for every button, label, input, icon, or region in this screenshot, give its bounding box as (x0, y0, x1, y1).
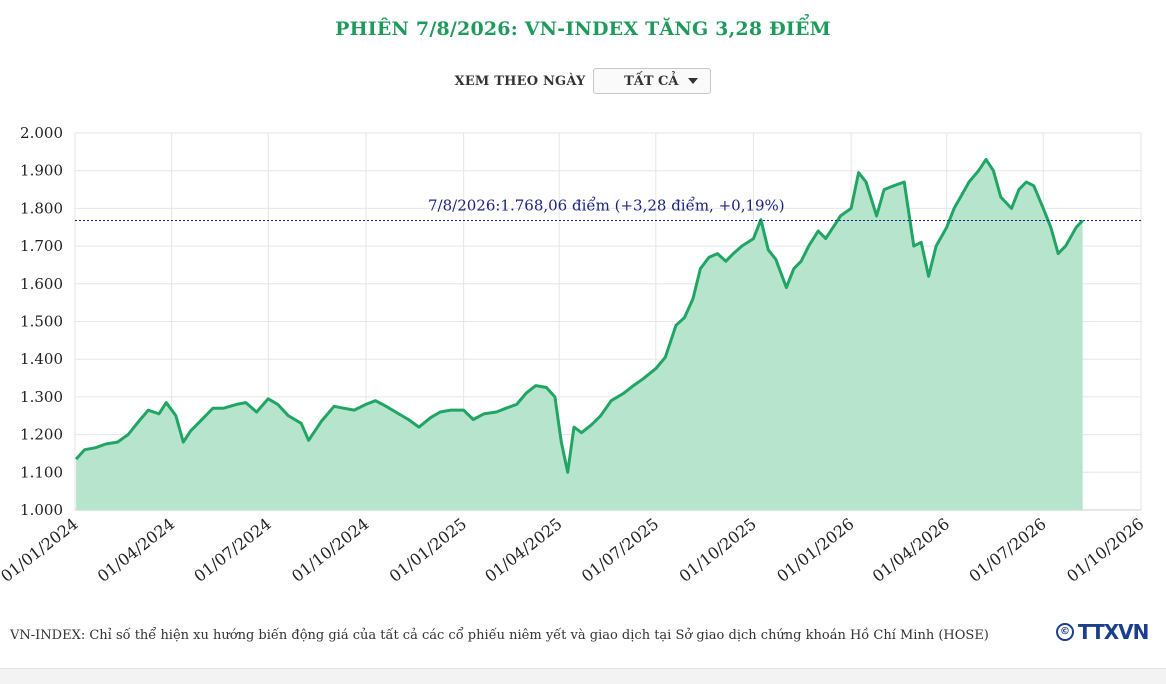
filter-label: XEM THEO NGÀY (454, 73, 586, 89)
date-range-select[interactable]: TẤT CẢ (593, 68, 712, 94)
y-tick-label: 1.200 (20, 426, 63, 444)
y-tick-label: 1.600 (20, 275, 63, 293)
x-tick-label: 01/10/2025 (676, 514, 760, 586)
x-tick-label: 01/10/2024 (288, 514, 372, 586)
chart-title: PHIÊN 7/8/2026: VN-INDEX TĂNG 3,28 ĐIỂM (335, 18, 831, 40)
x-tick-label: 01/07/2024 (190, 514, 274, 586)
x-tick-label: 01/01/2025 (386, 514, 470, 586)
y-tick-label: 1.300 (20, 388, 63, 406)
x-tick-label: 01/10/2026 (1063, 514, 1147, 586)
y-tick-label: 1.800 (20, 199, 63, 217)
y-tick-label: 1.400 (20, 350, 63, 368)
x-axis-ticks: 01/01/2024 01/04/2024 01/07/2024 01/10/2024… (0, 514, 1147, 586)
y-axis-ticks: 1.000 1.100 1.200 1.300 1.400 1.500 1.600 1.700… (20, 124, 63, 519)
current-value-annotation: 7/8/2026:1.768,06 điểm (+3,28 điểm, +0,1… (428, 196, 785, 214)
bottom-bar (0, 668, 1166, 684)
x-tick-label: 01/01/2024 (0, 514, 81, 586)
date-range-selected-value: TẤT CẢ (624, 73, 679, 89)
x-tick-label: 01/04/2026 (869, 514, 953, 586)
x-tick-label: 01/07/2026 (965, 514, 1049, 586)
index-area-fill (76, 159, 1083, 510)
copyright-icon: © (1056, 623, 1074, 641)
index-line (74, 157, 1084, 474)
y-tick-label: 1.700 (20, 237, 63, 255)
date-filter: XEM THEO NGÀY TẤT CẢ (0, 68, 1166, 94)
ttxvn-logo: © TTXVN (1056, 620, 1149, 644)
x-tick-label: 01/04/2025 (481, 514, 565, 586)
y-tick-label: 1.100 (20, 463, 63, 481)
y-tick-label: 1.000 (20, 501, 63, 519)
x-tick-label: 01/01/2026 (773, 514, 857, 586)
y-tick-label: 2.000 (20, 124, 63, 142)
x-tick-label: 01/07/2025 (578, 514, 662, 586)
footer-note: VN-INDEX: Chỉ số thể hiện xu hướng biến … (10, 628, 989, 643)
chevron-down-icon (688, 78, 699, 84)
logo-text: TTXVN (1078, 620, 1149, 644)
x-tick-label: 01/04/2024 (94, 514, 178, 586)
y-tick-label: 1.900 (20, 162, 63, 180)
vn-index-chart: 7/8/2026:1.768,06 điểm (+3,28 điểm, +0,1… (0, 124, 1147, 586)
y-tick-label: 1.500 (20, 313, 63, 331)
